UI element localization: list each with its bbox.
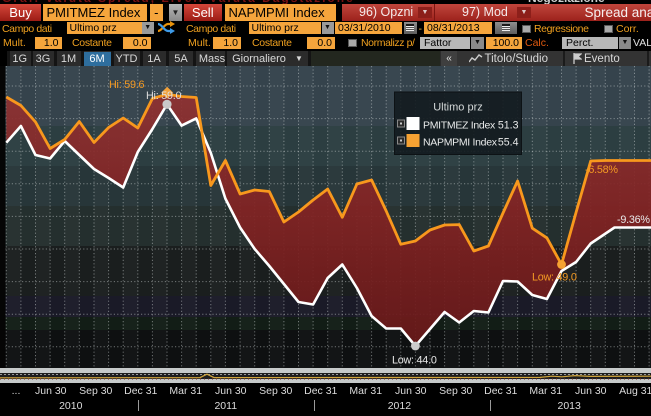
svg-text:Hi: 59.0: Hi: 59.0	[146, 90, 181, 102]
svg-text:Low: 49.0: Low: 49.0	[532, 272, 577, 284]
svg-text:-6.58%: -6.58%	[585, 164, 618, 176]
svg-text:PMITMEZ Index: PMITMEZ Index	[423, 120, 496, 132]
svg-text:Ultimo prz: Ultimo prz	[433, 102, 483, 114]
svg-text:Hi: 59.6: Hi: 59.6	[109, 79, 144, 91]
svg-text:NAPMPMI Index: NAPMPMI Index	[423, 137, 498, 149]
svg-text:55.4: 55.4	[498, 137, 519, 149]
svg-text:51.3: 51.3	[498, 120, 519, 132]
svg-text:-9.36%: -9.36%	[617, 214, 650, 226]
svg-text:Low: 44.0: Low: 44.0	[392, 355, 437, 367]
